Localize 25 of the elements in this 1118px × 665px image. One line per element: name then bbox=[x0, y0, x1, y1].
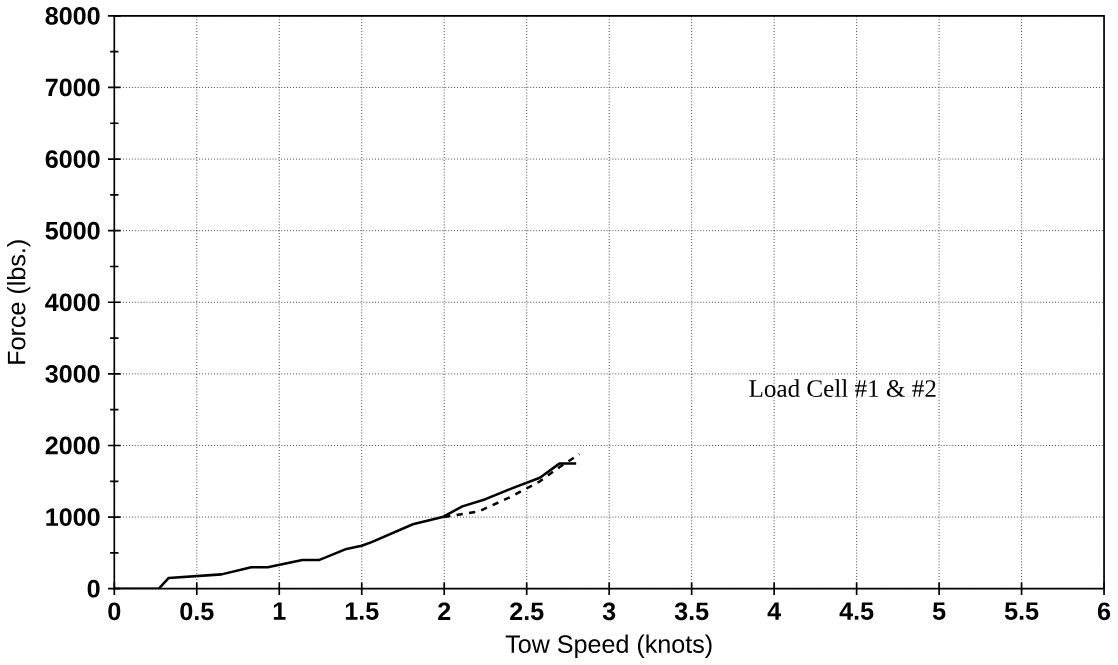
x-tick-label: 1 bbox=[273, 602, 286, 620]
x-tick-label: 0.5 bbox=[180, 602, 214, 621]
x-tick-label: 3 bbox=[602, 602, 616, 621]
x-tick-label: 0 bbox=[108, 602, 121, 621]
x-tick-label: 3.5 bbox=[674, 602, 709, 621]
x-tick-label: 5 bbox=[932, 602, 946, 620]
y-tick-label: 2000 bbox=[45, 436, 100, 455]
annotation: Load Cell #1 & #2 bbox=[749, 379, 936, 398]
y-tick-label: 5000 bbox=[45, 221, 100, 240]
x-tick-label: 5.5 bbox=[1004, 602, 1039, 620]
x-axis-title: Tow Speed (knots) bbox=[505, 634, 712, 658]
y-tick-label: 0 bbox=[87, 579, 100, 598]
x-tick-label: 2.5 bbox=[510, 602, 544, 621]
x-tick-label: 4.5 bbox=[839, 602, 874, 620]
y-tick-label: 7000 bbox=[45, 78, 100, 97]
y-tick-label: 6000 bbox=[45, 150, 100, 168]
y-axis-title: Force (lbs.) bbox=[7, 240, 31, 364]
x-tick-label: 2 bbox=[438, 602, 451, 620]
y-tick-label: 4000 bbox=[45, 293, 100, 312]
x-tick-label: 1.5 bbox=[345, 602, 379, 620]
x-tick-label: 6 bbox=[1097, 602, 1111, 621]
y-tick-label: 3000 bbox=[45, 364, 100, 383]
y-tick-label: 8000 bbox=[45, 6, 100, 25]
y-tick-label: 1000 bbox=[46, 508, 100, 526]
x-tick-label: 4 bbox=[767, 602, 781, 620]
